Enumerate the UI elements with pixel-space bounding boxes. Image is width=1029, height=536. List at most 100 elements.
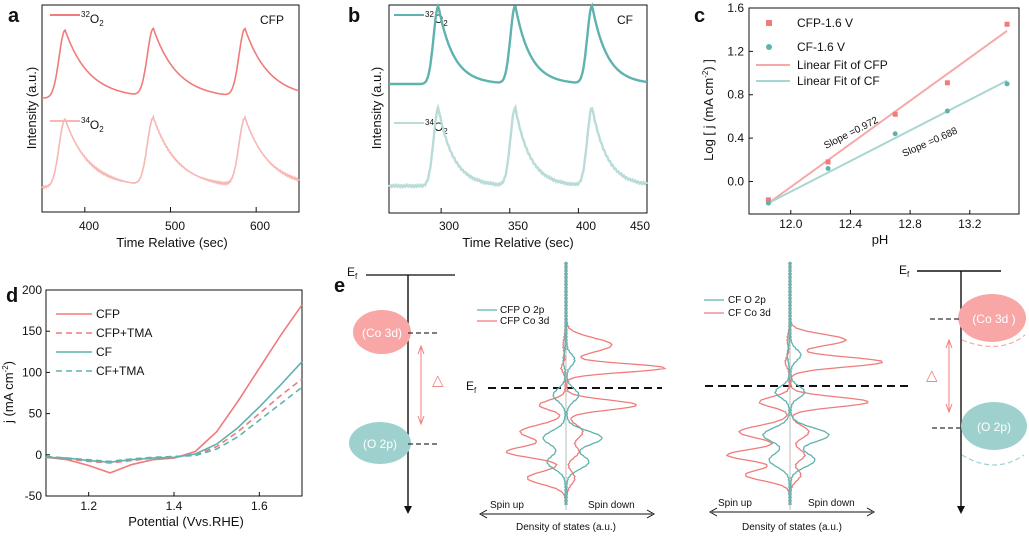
co3d-ellipse-right xyxy=(958,294,1026,342)
co3d-label-left: (Co 3d) xyxy=(362,326,402,340)
legend-c-cfp: CFP-1.6 V xyxy=(797,16,853,30)
legend-b-34o2: 34O2 xyxy=(425,118,448,136)
spin-down-cf: Spin down xyxy=(808,498,855,509)
legend-e-cfp-co3d: CFP Co 3d xyxy=(500,316,549,327)
panel-c-point-cf-0 xyxy=(765,200,771,206)
panel-c-point-cfp-2 xyxy=(892,111,898,117)
panel-c-ytick-label-0: 0.0 xyxy=(727,174,744,188)
panel-c-ytick-label-2: 0.8 xyxy=(727,88,744,102)
panel-d-ytick-label-1: 0 xyxy=(35,448,42,462)
gap-arrow-right-top xyxy=(945,338,953,349)
panel-d-ytick-label-5: 200 xyxy=(22,283,42,297)
o2p-label-left: (O 2p) xyxy=(363,437,397,451)
co3d-label-right: (Co 3d ) xyxy=(972,312,1015,326)
panel-b-x-ticks xyxy=(440,208,648,213)
panel-a-x-ticks xyxy=(84,207,257,212)
panel-b-xlabel: Time Relative (sec) xyxy=(462,235,573,250)
panel-d-xlabel: Potential (Vvs.RHE) xyxy=(128,514,244,529)
co3d-dashed-shadow-right xyxy=(961,334,1026,348)
panel-b-tick-3: 400 xyxy=(576,219,596,233)
panel-label-d: d xyxy=(6,285,18,307)
dos-cfp-co3d-curve xyxy=(505,261,667,506)
panel-d-ytick-label-4: 150 xyxy=(22,324,42,338)
panel-d-ytick-label-0: -50 xyxy=(25,489,43,503)
panel-c-point-cfp-0 xyxy=(765,197,771,203)
legend-c-cfp-marker xyxy=(766,20,772,26)
panel-a: a 400 500 600 Time Relative (sec) Intens… xyxy=(8,4,300,250)
panel-b: b 300 350 400 450 Time Relative (sec) In… xyxy=(348,2,650,250)
delta-symbol-right: △ xyxy=(926,367,938,384)
panel-a-ylabel: Intensity (a.u.) xyxy=(24,67,39,149)
spin-down-cfp: Spin down xyxy=(588,500,635,511)
panel-d-ytick-label-2: 50 xyxy=(29,407,43,421)
legend-d-cf: CF xyxy=(96,345,112,359)
panel-a-tick-2: 500 xyxy=(165,219,185,233)
legend-e-cf-o2p: CF O 2p xyxy=(728,295,766,306)
legend-e-cf-co3d: CF Co 3d xyxy=(728,308,771,319)
panel-a-xlabel: Time Relative (sec) xyxy=(116,235,227,250)
panel-a-tag: CFP xyxy=(260,13,284,27)
gap-arrow-left-bottom xyxy=(417,415,425,426)
panel-c-ticks: 12.0 12.4 12.8 13.2 0.0 0.4 0.8 1.2 xyxy=(727,44,981,231)
dos-label-cf: Density of states (a.u.) xyxy=(742,522,842,533)
panel-a-tick-1: 400 xyxy=(79,219,99,233)
panel-d-curve-cfp-tma xyxy=(45,378,303,464)
panel-c-slope-cfp: Slope =0.972 xyxy=(822,115,880,152)
dos-cf-arrow-left xyxy=(708,507,718,517)
legend-c-cf: CF-1.6 V xyxy=(797,40,845,54)
legend-c-cf-fit: Linear Fit of CF xyxy=(797,74,880,88)
panel-c-ylabel: Log [ j (mA cm-2) ] xyxy=(701,59,716,161)
panel-c-fit-line-0 xyxy=(767,29,1008,204)
panel-d-xtick-label-2: 1.6 xyxy=(251,499,268,513)
legend-c-cf-marker xyxy=(766,44,772,50)
panel-b-tag: CF xyxy=(617,13,633,27)
panel-a-tick-3: 600 xyxy=(250,219,270,233)
band-diagram-left: Ef (Co 3d) (O 2p) △ xyxy=(347,265,455,514)
o2p-ellipse-right xyxy=(961,402,1027,450)
dos-cfp-o2p-curve xyxy=(542,261,603,506)
panel-d: d 1.2 1.4 1.6 -50 0 50 100 150 200 j (mA cm-2) P… xyxy=(1,283,303,529)
o2p-label-right: (O 2p) xyxy=(977,420,1011,434)
panel-label-e: e xyxy=(334,275,345,297)
panel-b-tick-2: 350 xyxy=(508,219,528,233)
panel-c-fit-line-1 xyxy=(767,79,1008,205)
panel-c-point-cfp-1 xyxy=(825,159,831,165)
panel-b-series-34o2 xyxy=(387,103,648,190)
gap-arrow-right-bottom xyxy=(945,403,953,414)
panel-c-xlabel: pH xyxy=(872,232,889,247)
ef-label-cfp: Ef xyxy=(466,379,477,395)
panel-a-series-32o2 xyxy=(42,27,300,99)
panel-c-point-cfp-3 xyxy=(944,80,950,86)
panel-d-plot xyxy=(45,304,303,474)
panel-d-ytick-label-3: 100 xyxy=(22,365,42,379)
panel-c-ytick-label-3: 1.2 xyxy=(727,44,744,58)
dos-cfp-arrow-right xyxy=(646,509,656,519)
dos-cf-o2p-curve xyxy=(761,261,831,506)
o2p-dashed-shadow-right xyxy=(961,454,1025,466)
panel-d-curve-cfp xyxy=(45,304,303,474)
panel-c: c 12.0 12.4 12.8 13.2 0.0 0.4 0.8 1.2 1.6 Log [… xyxy=(694,1,1020,247)
legend-a-34o2: 34O2 xyxy=(81,116,104,134)
panel-d-ticks: 1.2 1.4 1.6 -50 0 50 100 150 200 xyxy=(22,283,268,513)
panel-a-series-34o2 xyxy=(41,114,300,190)
panel-c-plot xyxy=(765,21,1010,206)
dos-cf: CF O 2p CF Co 3d Spin up Spin down Densi… xyxy=(704,261,910,533)
dos-cfp-arrow-left xyxy=(478,509,488,519)
panel-a-frame xyxy=(41,4,300,213)
panel-c-point-cfp-4 xyxy=(1004,21,1010,27)
panel-c-xtick-label-2: 12.8 xyxy=(898,217,922,231)
dos-label-cfp: Density of states (a.u.) xyxy=(516,522,616,533)
panel-c-point-cf-3 xyxy=(944,108,950,114)
panel-c-xtick-label-0: 12.0 xyxy=(779,217,803,231)
panel-b-series-32o2 xyxy=(389,2,648,86)
panel-label-c: c xyxy=(694,5,705,27)
o2p-ellipse-left xyxy=(349,422,411,464)
band-diagram-right: Ef (Co 3d ) (O 2p) △ xyxy=(899,263,1027,514)
energy-axis-right-arrow xyxy=(957,506,965,514)
delta-symbol-left: △ xyxy=(432,372,444,389)
panel-c-ytick-label-1: 0.4 xyxy=(727,131,744,145)
panel-c-point-cf-1 xyxy=(825,165,831,171)
panel-d-curve-cf-tma xyxy=(45,386,303,463)
panel-c-frame xyxy=(748,7,1020,215)
